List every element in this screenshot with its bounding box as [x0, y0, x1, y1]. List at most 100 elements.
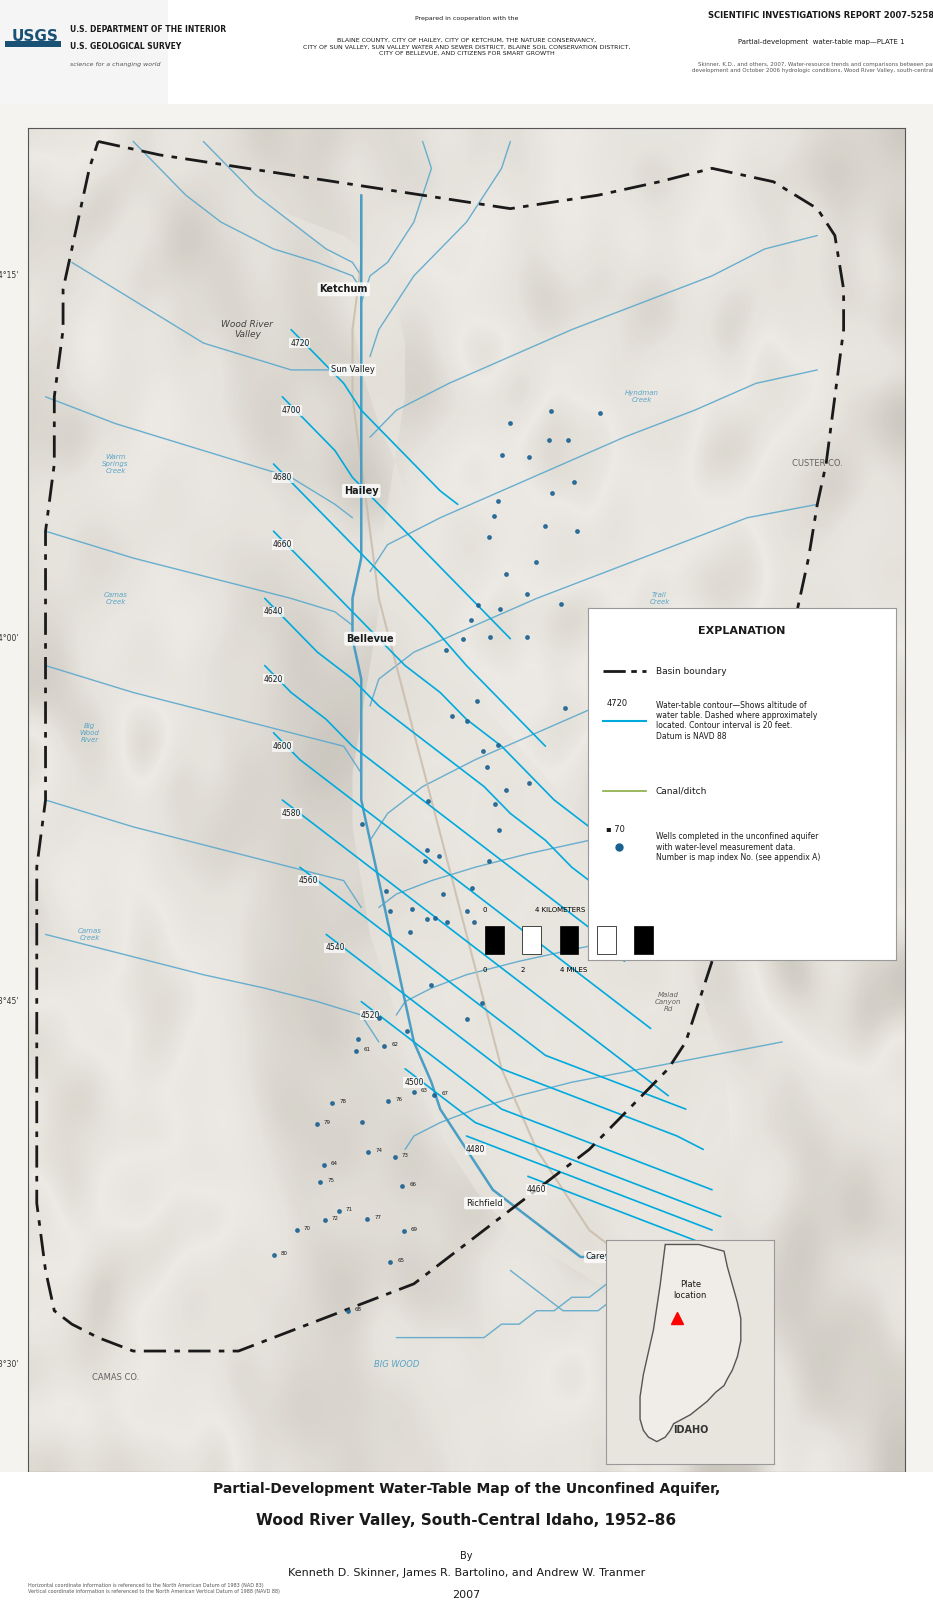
Text: 4620: 4620	[264, 675, 284, 683]
Point	[561, 427, 576, 453]
Text: 77: 77	[374, 1216, 381, 1221]
Point	[498, 778, 513, 803]
Text: USGS: USGS	[11, 29, 58, 43]
Point	[417, 848, 432, 874]
Text: 76: 76	[396, 1098, 402, 1102]
Point	[383, 898, 397, 923]
Point	[354, 1109, 369, 1134]
Text: Wells completed in the unconfined aquifer
with water-level measurement data.
Num: Wells completed in the unconfined aquife…	[656, 832, 820, 862]
Point	[459, 898, 474, 923]
Text: Carey: Carey	[586, 1253, 610, 1261]
Point	[469, 688, 484, 714]
Text: Bellevue: Bellevue	[346, 634, 394, 643]
Point	[491, 818, 506, 843]
Text: BLAINE CO.: BLAINE CO.	[775, 661, 824, 670]
Text: Skinner, K.D., and others, 2007, Water-resource trends and comparisons between p: Skinner, K.D., and others, 2007, Water-r…	[691, 62, 933, 74]
Point	[407, 1078, 422, 1104]
Polygon shape	[640, 1245, 741, 1442]
Point	[475, 990, 490, 1016]
Point	[397, 1218, 411, 1243]
Point	[387, 1144, 402, 1170]
Text: 70: 70	[304, 1226, 311, 1230]
Point	[503, 410, 518, 435]
Point	[554, 592, 569, 618]
Point	[359, 1206, 374, 1232]
Text: 0: 0	[483, 907, 487, 914]
Point	[482, 624, 497, 650]
Text: Plate
location: Plate location	[674, 1280, 707, 1299]
Point	[351, 1027, 366, 1053]
Point	[426, 1082, 441, 1107]
Point	[420, 907, 435, 933]
Text: 80: 80	[281, 1251, 287, 1256]
Text: Basin boundary: Basin boundary	[656, 667, 726, 675]
Text: 2007: 2007	[453, 1590, 480, 1600]
Point	[520, 624, 535, 650]
Text: 68: 68	[355, 1307, 362, 1312]
Point	[436, 882, 451, 907]
Text: 4720: 4720	[290, 339, 310, 347]
Text: 73: 73	[402, 1152, 409, 1157]
Text: Camas
Creek: Camas Creek	[77, 928, 102, 941]
Bar	[5, 40, 61, 46]
Point	[381, 1088, 396, 1114]
Point	[309, 1110, 324, 1136]
Point	[355, 811, 369, 837]
Text: 4520: 4520	[360, 1011, 380, 1019]
Polygon shape	[247, 195, 730, 1283]
Text: 61: 61	[363, 1048, 370, 1053]
Text: BIG WOOD: BIG WOOD	[373, 1360, 419, 1370]
Text: 4500: 4500	[404, 1078, 424, 1086]
Text: 62: 62	[392, 1042, 398, 1046]
Bar	[0, 0, 168, 104]
Text: Horizontal coordinate information is referenced to the North American Datum of 1: Horizontal coordinate information is ref…	[28, 1582, 280, 1594]
Point	[371, 1005, 386, 1030]
Bar	[522, 926, 541, 954]
Text: 44°15': 44°15'	[0, 272, 20, 280]
Point	[481, 523, 496, 549]
Text: science for a changing world: science for a changing world	[70, 62, 160, 67]
Text: Partial-development  water-table map—PLATE 1: Partial-development water-table map—PLAT…	[738, 38, 904, 45]
Point	[493, 595, 508, 621]
Point	[466, 909, 481, 934]
Point	[313, 1170, 327, 1195]
Text: Ketchum: Ketchum	[319, 285, 368, 294]
Text: IDAHO: IDAHO	[673, 1426, 708, 1435]
Point	[520, 581, 535, 606]
Text: EXPLANATION: EXPLANATION	[698, 626, 786, 635]
Point	[522, 771, 536, 797]
Point	[491, 733, 506, 758]
Text: 0: 0	[483, 966, 487, 973]
Text: 4600: 4600	[272, 742, 292, 750]
Text: 65: 65	[397, 1258, 404, 1262]
Point	[395, 1173, 410, 1198]
Point	[529, 549, 544, 574]
Point	[427, 906, 442, 931]
Text: 4660: 4660	[272, 541, 292, 549]
Bar	[560, 926, 578, 954]
Text: Wood River
Valley: Wood River Valley	[221, 320, 273, 339]
Text: Richfield: Richfield	[466, 1198, 502, 1208]
Text: Hyndman
Creek: Hyndman Creek	[625, 390, 659, 403]
Point	[542, 427, 557, 453]
Point	[487, 792, 502, 818]
Text: CAMAS CO.: CAMAS CO.	[92, 1373, 139, 1382]
Text: Hailey: Hailey	[344, 486, 379, 496]
Point	[463, 606, 478, 632]
Point	[494, 442, 509, 467]
Text: 43°45': 43°45'	[0, 997, 20, 1006]
Text: 75: 75	[327, 1178, 334, 1182]
Text: Sun Valley: Sun Valley	[330, 365, 374, 374]
Point	[566, 469, 581, 494]
Text: Partial-Development Water-Table Map of the Unconfined Aquifer,: Partial-Development Water-Table Map of t…	[213, 1482, 720, 1496]
Bar	[597, 926, 616, 954]
Point	[317, 1206, 332, 1232]
Text: 114°00': 114°00'	[759, 1485, 788, 1494]
Point	[491, 488, 506, 514]
Point	[479, 754, 494, 779]
Text: 67: 67	[441, 1091, 448, 1096]
Text: 71: 71	[345, 1208, 353, 1213]
Text: 64: 64	[331, 1162, 338, 1166]
Text: Camas
Creek: Camas Creek	[104, 592, 128, 605]
Point	[361, 1139, 376, 1165]
